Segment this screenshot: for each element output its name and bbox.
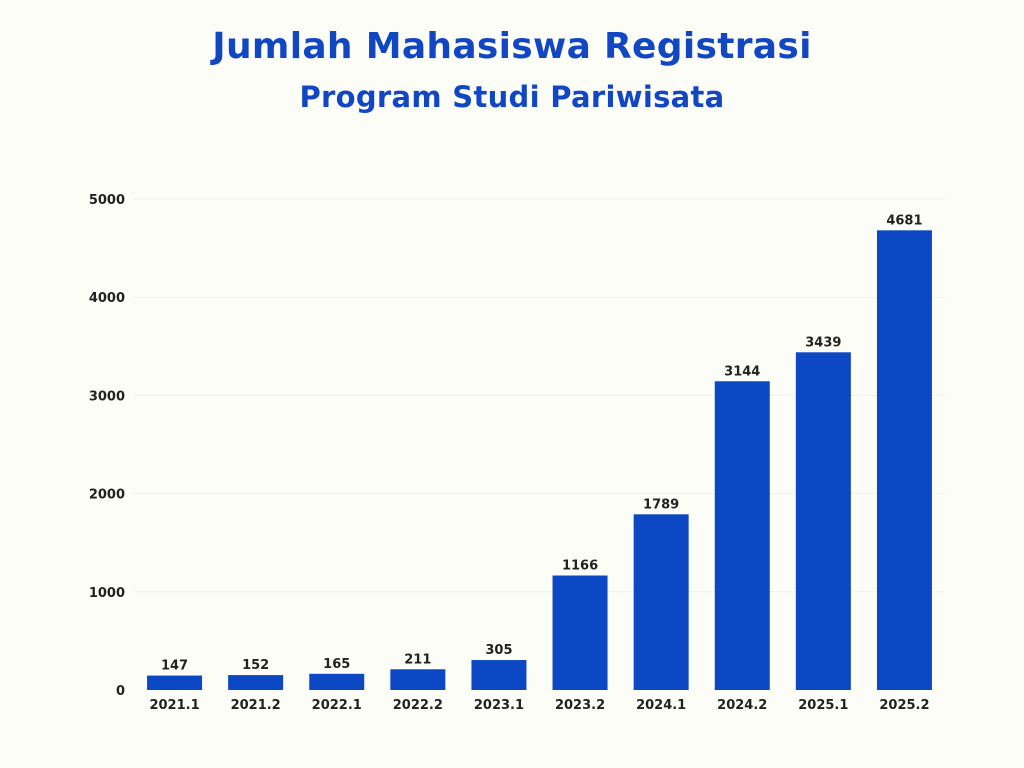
bar <box>552 575 608 690</box>
data-label: 211 <box>404 652 431 667</box>
data-label: 305 <box>485 643 512 658</box>
x-tick-label: 2022.1 <box>312 698 362 713</box>
y-tick-label: 1000 <box>89 586 125 601</box>
bar <box>795 352 851 690</box>
x-tick-label: 2025.1 <box>798 698 848 713</box>
y-tick-label: 5000 <box>89 193 125 208</box>
x-tick-label: 2023.1 <box>474 698 524 713</box>
y-tick-label: 2000 <box>89 488 125 503</box>
data-label: 1166 <box>562 558 598 573</box>
chart-title: Jumlah Mahasiswa Registrasi <box>212 26 812 67</box>
x-tick-label: 2021.2 <box>231 698 281 713</box>
data-label: 165 <box>323 657 350 672</box>
x-tick-label: 2022.2 <box>393 698 443 713</box>
data-label: 147 <box>161 659 188 674</box>
x-tick-label: 2021.1 <box>149 698 199 713</box>
data-label: 3144 <box>724 364 760 379</box>
data-label: 152 <box>242 658 269 673</box>
x-tick-label: 2024.2 <box>717 698 767 713</box>
bar <box>714 381 770 690</box>
data-labels: 147 152 165 211 305 1166 1789 3144 3439 4681 <box>161 213 923 673</box>
chart-subtitle: Program Studi Pariwisata <box>299 80 725 114</box>
x-tick-label: 2024.1 <box>636 698 686 713</box>
data-label: 1789 <box>643 497 679 512</box>
bar <box>147 675 203 690</box>
x-axis-ticks: 2021.1 2021.2 2022.1 2022.2 2023.1 2023.2 2024… <box>149 698 929 713</box>
bar <box>309 673 365 690</box>
y-tick-label: 4000 <box>89 291 125 306</box>
bar <box>876 230 932 690</box>
bar <box>471 660 527 690</box>
bar <box>633 514 689 690</box>
bar <box>228 675 284 690</box>
data-label: 4681 <box>886 213 922 228</box>
x-tick-label: 2025.2 <box>879 698 929 713</box>
y-axis-ticks: 0 1000 2000 3000 4000 5000 <box>89 193 125 699</box>
bars <box>147 230 932 690</box>
y-tick-label: 3000 <box>89 389 125 404</box>
y-tick-label: 0 <box>116 684 125 699</box>
x-tick-label: 2023.2 <box>555 698 605 713</box>
bar <box>390 669 446 690</box>
data-label: 3439 <box>805 335 841 350</box>
